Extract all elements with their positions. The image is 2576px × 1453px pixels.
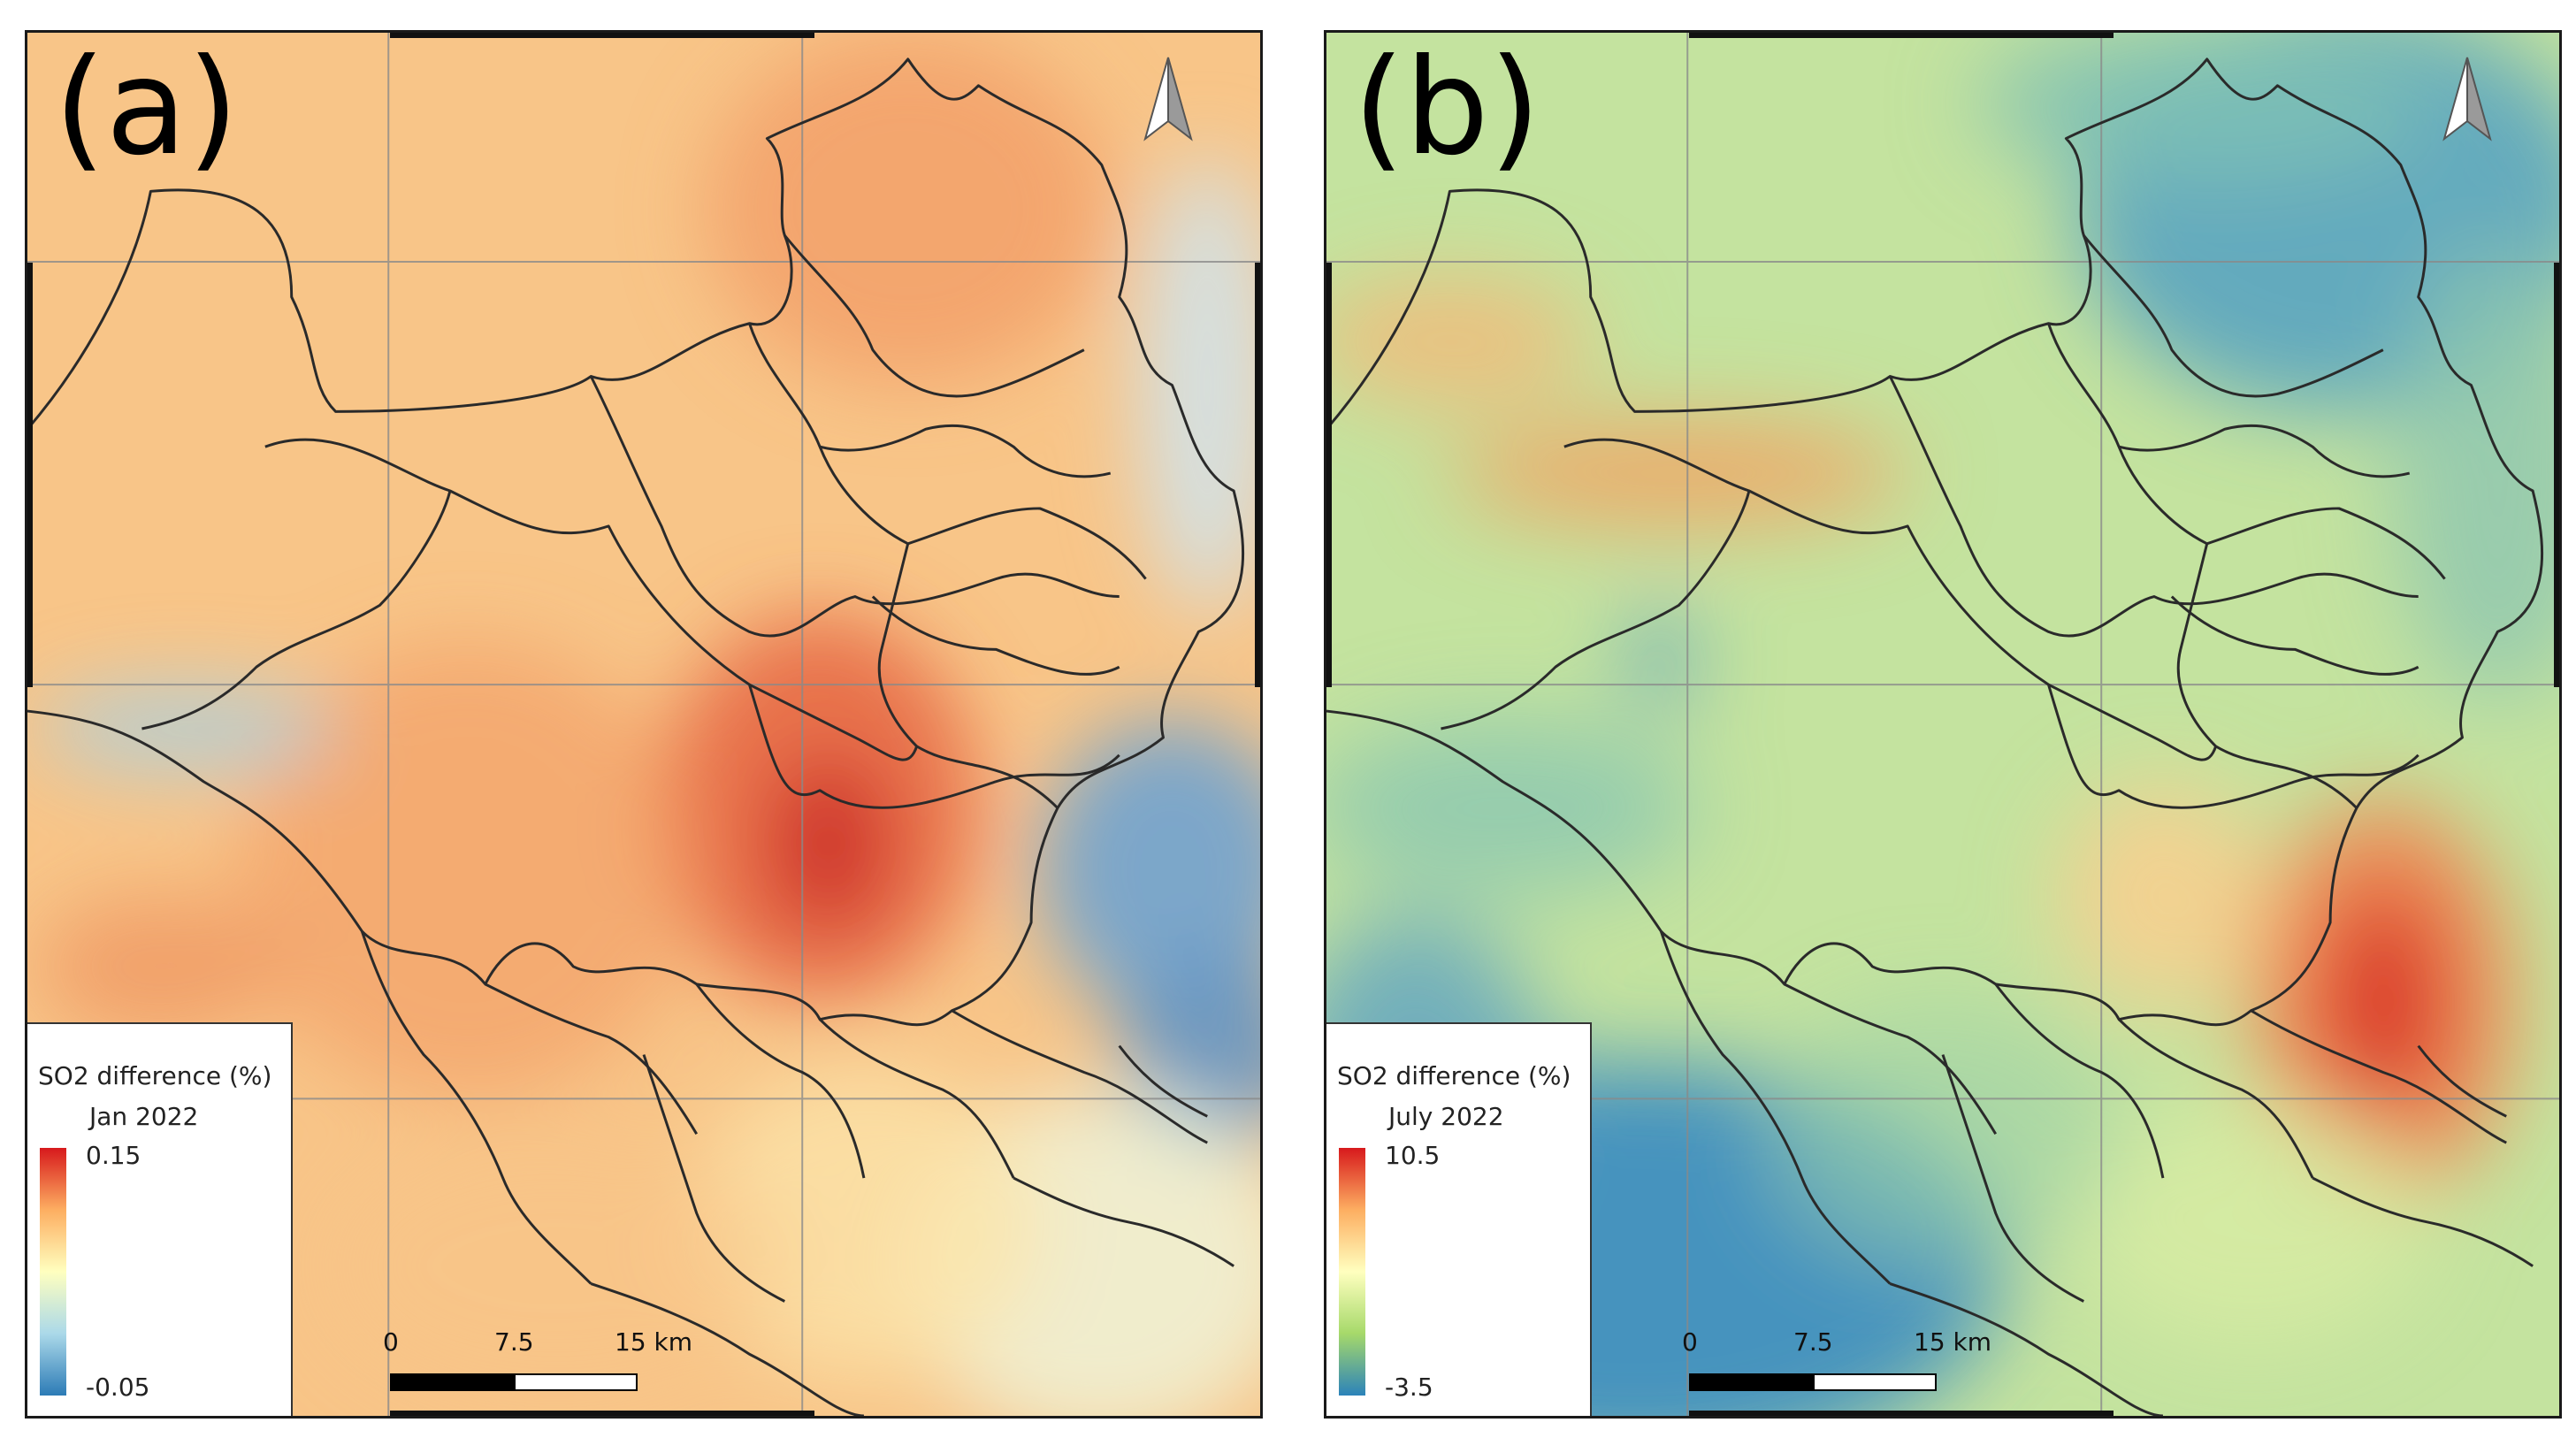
scale-segment-dark [1689, 1373, 1813, 1391]
map-panel-b: (b) SO2 difference (%) July 2022 10.5 -3… [1324, 30, 2562, 1419]
legend-title: SO2 difference (%) [38, 1061, 272, 1090]
frame-tick [2554, 263, 2559, 687]
frame-tick [27, 263, 33, 687]
scale-tick-label: 15 km [1914, 1327, 1992, 1357]
legend-max-value: 10.5 [1385, 1141, 1441, 1170]
legend-max-value: 0.15 [86, 1141, 141, 1170]
scale-tick-label: 0 [383, 1327, 399, 1357]
frame-tick [1255, 263, 1260, 687]
legend-min-value: -0.05 [86, 1373, 150, 1402]
heatmap-b [1326, 33, 2559, 1416]
legend-title: SO2 difference (%) [1337, 1061, 1571, 1090]
heatmap-a [27, 33, 1260, 1416]
legend: SO2 difference (%) Jan 2022 0.15 -0.05 [27, 1022, 293, 1416]
north-arrow-icon [2442, 57, 2492, 141]
scale-segment-dark [390, 1373, 514, 1391]
legend-period: Jan 2022 [89, 1102, 199, 1131]
legend-color-ramp [1339, 1148, 1365, 1396]
frame-tick [390, 1411, 814, 1416]
scale-tick-label: 7.5 [494, 1327, 534, 1357]
scale-tick-label: 15 km [615, 1327, 693, 1357]
frame-tick [390, 33, 814, 38]
legend-color-ramp [40, 1148, 66, 1396]
panel-label: (b) [1353, 31, 1541, 185]
frame-tick [1326, 263, 1332, 687]
map-panel-a: (a) SO2 difference (%) Jan 2022 0.15 -0.… [25, 30, 1263, 1419]
scale-segment-light [1813, 1373, 1937, 1391]
scale-segment-light [514, 1373, 638, 1391]
frame-tick [1689, 1411, 2114, 1416]
legend: SO2 difference (%) July 2022 10.5 -3.5 [1326, 1022, 1592, 1416]
scale-tick-label: 7.5 [1793, 1327, 1833, 1357]
legend-min-value: -3.5 [1385, 1373, 1433, 1402]
scale-bar: 0 7.5 15 km [1682, 1327, 1991, 1398]
panel-label: (a) [54, 31, 239, 185]
frame-tick [1689, 33, 2114, 38]
north-arrow-icon [1143, 57, 1193, 141]
scale-tick-label: 0 [1682, 1327, 1698, 1357]
legend-period: July 2022 [1388, 1102, 1504, 1131]
scale-bar: 0 7.5 15 km [383, 1327, 692, 1398]
